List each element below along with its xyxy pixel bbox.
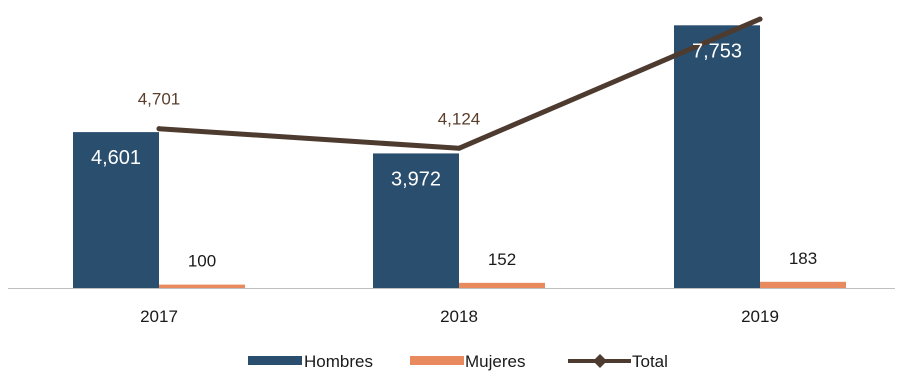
x-tick-2019: 2019 bbox=[741, 307, 779, 326]
bars-layer bbox=[73, 25, 846, 288]
bar-hombres-2017 bbox=[73, 132, 159, 288]
legend-marker-total bbox=[593, 354, 607, 368]
legend-label-mujeres: Mujeres bbox=[465, 352, 525, 371]
legend-label-total: Total bbox=[632, 352, 668, 371]
label-hombres-2017: 4,601 bbox=[91, 147, 141, 169]
bar-hombres-2019 bbox=[674, 25, 760, 288]
label-total-2017: 4,701 bbox=[138, 90, 181, 109]
legend-swatch-mujeres bbox=[410, 356, 464, 365]
total-point-2019 bbox=[757, 16, 763, 22]
x-tick-2017: 2017 bbox=[140, 307, 178, 326]
label-mujeres-2017: 100 bbox=[188, 252, 216, 271]
label-total-2018: 4,124 bbox=[438, 109, 481, 128]
label-mujeres-2018: 152 bbox=[488, 250, 516, 269]
legend-label-hombres: Hombres bbox=[304, 352, 373, 371]
bar-hombres-2018 bbox=[373, 153, 459, 288]
x-tick-2018: 2018 bbox=[440, 307, 478, 326]
total-point-2018 bbox=[456, 145, 462, 151]
bar-mujeres-2019 bbox=[760, 281, 846, 288]
legend: Hombres Mujeres Total bbox=[248, 352, 668, 371]
label-hombres-2018: 3,972 bbox=[391, 168, 441, 190]
label-mujeres-2019: 183 bbox=[789, 249, 817, 268]
legend-swatch-hombres bbox=[248, 356, 302, 365]
bar-mujeres-2017 bbox=[159, 284, 245, 288]
x-ticks-layer: 2017 2018 2019 bbox=[140, 307, 779, 326]
label-hombres-2019: 7,753 bbox=[692, 40, 742, 62]
bar-mujeres-2018 bbox=[459, 282, 545, 288]
total-line-layer bbox=[156, 16, 763, 151]
total-point-2017 bbox=[156, 126, 162, 132]
total-line bbox=[156, 16, 763, 151]
